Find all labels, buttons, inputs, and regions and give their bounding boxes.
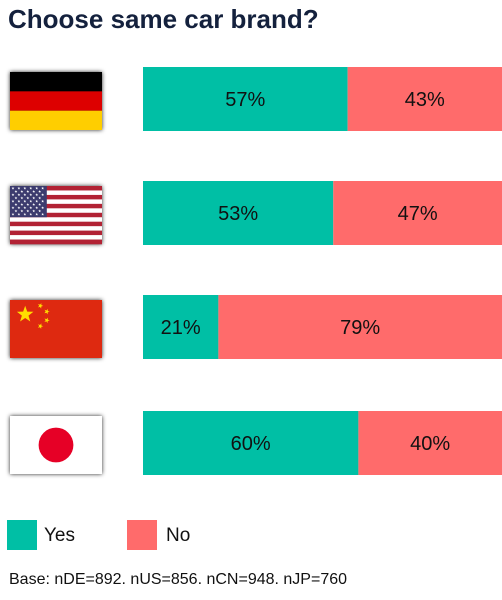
usa-star	[17, 206, 21, 210]
usa-star	[20, 196, 24, 200]
usa-star	[26, 209, 30, 213]
bar-yes-usa	[143, 181, 334, 245]
japan-sun	[38, 427, 74, 463]
usa-star	[41, 186, 45, 190]
usa-star	[11, 206, 15, 210]
china-small-star	[37, 323, 44, 329]
usa-star	[23, 212, 27, 216]
data-label-no-germany: 43%	[405, 89, 445, 111]
usa-star	[38, 196, 42, 200]
usa-star	[17, 199, 21, 203]
usa-star	[29, 186, 33, 190]
usa-star	[11, 186, 15, 190]
data-label-no-china: 79%	[340, 317, 380, 339]
usa-star	[17, 212, 21, 216]
bar-yes-japan	[143, 411, 359, 475]
usa-star	[14, 196, 18, 200]
usa-star	[11, 193, 15, 196]
usa-star	[23, 206, 27, 210]
usa-flag-icon	[10, 186, 102, 245]
usa-star	[29, 193, 33, 196]
bar-no-china	[218, 295, 502, 359]
usa-star	[23, 199, 27, 203]
usa-star	[38, 190, 42, 193]
china-big-star	[16, 305, 34, 322]
usa-star	[29, 206, 33, 210]
usa-star	[29, 212, 33, 216]
japan-flag-icon	[10, 416, 102, 474]
germany-flag-icon	[10, 72, 102, 130]
usa-star	[41, 199, 45, 203]
usa-star	[38, 203, 42, 206]
legend-label-yes: Yes	[44, 525, 75, 546]
bar-yes-china	[143, 295, 219, 359]
usa-star	[32, 203, 36, 206]
legend-swatch-no	[127, 520, 157, 550]
china-flag-icon	[10, 300, 102, 358]
data-label-no-usa: 47%	[398, 203, 438, 225]
usa-star	[17, 186, 21, 190]
usa-star	[23, 186, 27, 190]
usa-star	[41, 212, 45, 216]
usa-star	[32, 190, 36, 193]
data-label-yes-germany: 57%	[225, 89, 265, 111]
usa-star	[35, 199, 39, 203]
usa-star	[35, 193, 39, 196]
usa-star	[14, 190, 18, 193]
usa-star	[20, 209, 24, 213]
usa-star	[41, 193, 45, 196]
usa-star	[35, 186, 39, 190]
usa-star	[29, 199, 33, 203]
base-note: Base: nDE=892. nUS=856. nCN=948. nJP=760	[9, 571, 348, 588]
data-label-yes-japan: 60%	[231, 433, 271, 455]
usa-star	[11, 199, 15, 203]
data-label-no-japan: 40%	[410, 433, 450, 455]
usa-star	[32, 196, 36, 200]
usa-star	[26, 203, 30, 206]
usa-star	[35, 206, 39, 210]
data-label-yes-usa: 53%	[218, 203, 258, 225]
usa-star	[17, 193, 21, 196]
china-small-star	[44, 308, 50, 315]
usa-star	[41, 206, 45, 210]
usa-star	[38, 209, 42, 213]
china-small-star	[37, 303, 44, 309]
chart-title: Choose same car brand?	[8, 4, 319, 34]
usa-star	[32, 209, 36, 213]
legend-swatch-yes	[7, 520, 37, 550]
usa-star	[20, 190, 24, 193]
usa-star	[35, 212, 39, 216]
bar-yes-germany	[143, 67, 348, 131]
bar-no-germany	[347, 67, 502, 131]
usa-star	[26, 190, 30, 193]
china-small-star	[44, 317, 50, 324]
usa-star	[23, 193, 27, 196]
bar-no-japan	[358, 411, 502, 475]
usa-star	[14, 203, 18, 206]
legend-label-no: No	[166, 525, 191, 546]
bar-no-usa	[333, 181, 502, 245]
usa-star	[11, 212, 15, 216]
usa-star	[14, 209, 18, 213]
usa-star	[26, 196, 30, 200]
usa-star	[20, 203, 24, 206]
data-label-yes-china: 21%	[161, 317, 201, 339]
